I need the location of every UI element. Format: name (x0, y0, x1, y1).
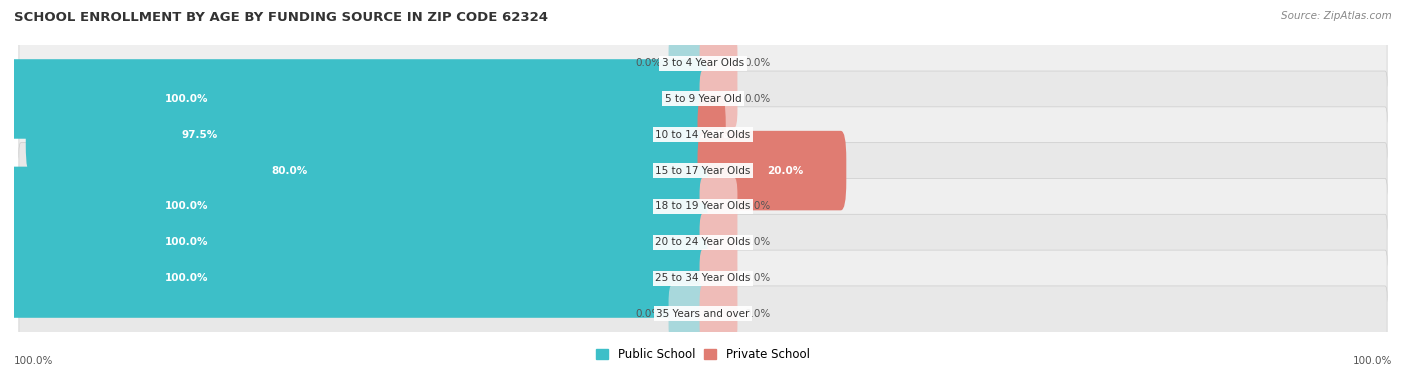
FancyBboxPatch shape (700, 34, 738, 92)
FancyBboxPatch shape (8, 202, 709, 282)
Text: 18 to 19 Year Olds: 18 to 19 Year Olds (655, 201, 751, 211)
FancyBboxPatch shape (669, 285, 706, 343)
Text: 25 to 34 Year Olds: 25 to 34 Year Olds (655, 273, 751, 283)
FancyBboxPatch shape (18, 35, 1388, 91)
Text: 0.0%: 0.0% (744, 58, 770, 68)
FancyBboxPatch shape (8, 238, 709, 318)
FancyBboxPatch shape (700, 178, 738, 235)
Text: 100.0%: 100.0% (14, 356, 53, 366)
FancyBboxPatch shape (697, 95, 725, 175)
Text: Source: ZipAtlas.com: Source: ZipAtlas.com (1281, 11, 1392, 21)
Legend: Public School, Private School: Public School, Private School (592, 343, 814, 366)
FancyBboxPatch shape (700, 249, 738, 307)
Text: 0.0%: 0.0% (744, 201, 770, 211)
Text: 100.0%: 100.0% (165, 237, 208, 247)
FancyBboxPatch shape (18, 71, 1388, 127)
FancyBboxPatch shape (8, 59, 709, 139)
Text: 20 to 24 Year Olds: 20 to 24 Year Olds (655, 237, 751, 247)
Text: 80.0%: 80.0% (271, 166, 308, 176)
Text: 97.5%: 97.5% (181, 130, 218, 140)
Text: 100.0%: 100.0% (165, 94, 208, 104)
Text: 0.0%: 0.0% (636, 58, 662, 68)
Text: 100.0%: 100.0% (1353, 356, 1392, 366)
FancyBboxPatch shape (8, 167, 709, 246)
Text: 5 to 9 Year Old: 5 to 9 Year Old (665, 94, 741, 104)
Text: 0.0%: 0.0% (744, 309, 770, 319)
FancyBboxPatch shape (146, 131, 709, 210)
FancyBboxPatch shape (18, 143, 1388, 199)
FancyBboxPatch shape (18, 214, 1388, 270)
Text: 100.0%: 100.0% (165, 201, 208, 211)
Text: 0.0%: 0.0% (744, 94, 770, 104)
Text: 3 to 4 Year Olds: 3 to 4 Year Olds (662, 58, 744, 68)
Text: 35 Years and over: 35 Years and over (657, 309, 749, 319)
FancyBboxPatch shape (700, 70, 738, 128)
FancyBboxPatch shape (18, 286, 1388, 342)
FancyBboxPatch shape (25, 95, 709, 175)
Text: SCHOOL ENROLLMENT BY AGE BY FUNDING SOURCE IN ZIP CODE 62324: SCHOOL ENROLLMENT BY AGE BY FUNDING SOUR… (14, 11, 548, 24)
Text: 10 to 14 Year Olds: 10 to 14 Year Olds (655, 130, 751, 140)
FancyBboxPatch shape (18, 250, 1388, 306)
Text: 100.0%: 100.0% (165, 273, 208, 283)
Text: 0.0%: 0.0% (744, 273, 770, 283)
FancyBboxPatch shape (18, 178, 1388, 234)
FancyBboxPatch shape (18, 107, 1388, 163)
FancyBboxPatch shape (700, 285, 738, 343)
Text: 0.0%: 0.0% (636, 309, 662, 319)
Text: 0.0%: 0.0% (744, 237, 770, 247)
Text: 20.0%: 20.0% (768, 166, 804, 176)
FancyBboxPatch shape (697, 131, 846, 210)
Text: 2.5%: 2.5% (699, 130, 728, 140)
FancyBboxPatch shape (669, 34, 706, 92)
FancyBboxPatch shape (700, 213, 738, 271)
Text: 15 to 17 Year Olds: 15 to 17 Year Olds (655, 166, 751, 176)
